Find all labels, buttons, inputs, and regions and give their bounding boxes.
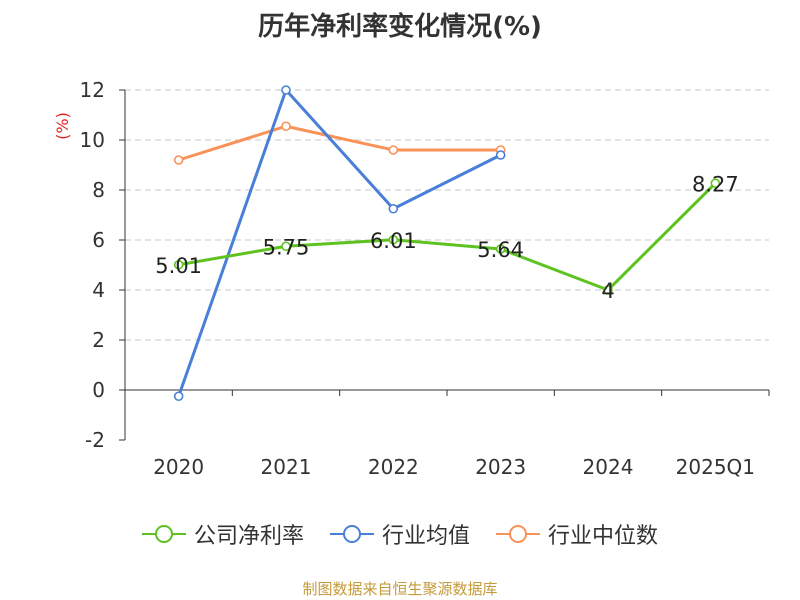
source-note: 制图数据来自恒生聚源数据库 bbox=[302, 580, 498, 598]
x-tick-label: 2025Q1 bbox=[676, 455, 755, 479]
data-point bbox=[603, 285, 613, 295]
data-point bbox=[388, 145, 399, 155]
chart-title: 历年净利率变化情况(%) bbox=[258, 12, 542, 42]
x-tick-label: 2020 bbox=[153, 455, 204, 479]
data-label: 4 bbox=[601, 279, 614, 303]
data-labels: 5.01 5.75 6.01 5.64 4 8.27 bbox=[155, 172, 738, 303]
legend: 公司净利率 行业均值 行业中位数 bbox=[0, 518, 800, 550]
data-label: 5.01 bbox=[155, 254, 202, 278]
data-label: 5.64 bbox=[477, 238, 524, 262]
legend-line-marker-icon bbox=[496, 525, 540, 543]
data-point bbox=[495, 150, 506, 160]
data-point bbox=[281, 121, 291, 132]
legend-line-marker-icon bbox=[329, 525, 374, 543]
x-tick-label: 2023 bbox=[475, 455, 526, 479]
series-lines bbox=[173, 85, 721, 402]
data-label: 6.01 bbox=[370, 229, 417, 253]
x-tick-label: 2021 bbox=[261, 455, 312, 479]
y-tick-label: 2 bbox=[92, 328, 105, 352]
legend-label: 行业中位数 bbox=[548, 524, 659, 549]
legend-item-industry-mean[interactable]: 行业均值 bbox=[329, 518, 470, 550]
series-line-1 bbox=[177, 88, 502, 397]
data-point bbox=[388, 203, 399, 214]
legend-label: 公司净利率 bbox=[193, 524, 304, 549]
data-point bbox=[173, 155, 184, 165]
data-point bbox=[495, 244, 506, 254]
y-tick-label: 4 bbox=[92, 278, 105, 302]
series-line-0 bbox=[178, 182, 717, 292]
legend-item-company-net-margin[interactable]: 公司净利率 bbox=[141, 518, 304, 550]
legend-label: 行业均值 bbox=[381, 524, 470, 549]
data-point bbox=[173, 391, 184, 402]
data-point bbox=[173, 259, 184, 270]
data-point bbox=[281, 85, 291, 95]
legend-item-industry-median[interactable]: 行业中位数 bbox=[496, 518, 658, 550]
data-point bbox=[710, 178, 721, 189]
data-label: 8.27 bbox=[692, 172, 739, 196]
y-axis-label: (%) bbox=[53, 112, 72, 140]
x-tick-label: 2024 bbox=[583, 455, 634, 479]
series-line-2 bbox=[178, 124, 501, 162]
legend-line-marker-icon bbox=[141, 525, 186, 543]
data-point bbox=[388, 234, 399, 245]
y-tick-label: 0 bbox=[92, 378, 105, 402]
data-label: 5.75 bbox=[263, 235, 310, 259]
y-tick-label: 12 bbox=[80, 78, 105, 102]
y-tick-label: -2 bbox=[85, 428, 105, 452]
data-point bbox=[281, 241, 291, 252]
x-tick-label: 2022 bbox=[368, 455, 419, 479]
axes: -2 0 2 4 6 8 10 12 2020 2021 2022 2023 2024 2025Q1 bbox=[80, 78, 770, 479]
y-tick-label: 6 bbox=[92, 228, 105, 252]
y-tick-label: 10 bbox=[80, 128, 105, 152]
y-tick-label: 8 bbox=[92, 178, 105, 202]
grid-lines bbox=[125, 89, 769, 391]
